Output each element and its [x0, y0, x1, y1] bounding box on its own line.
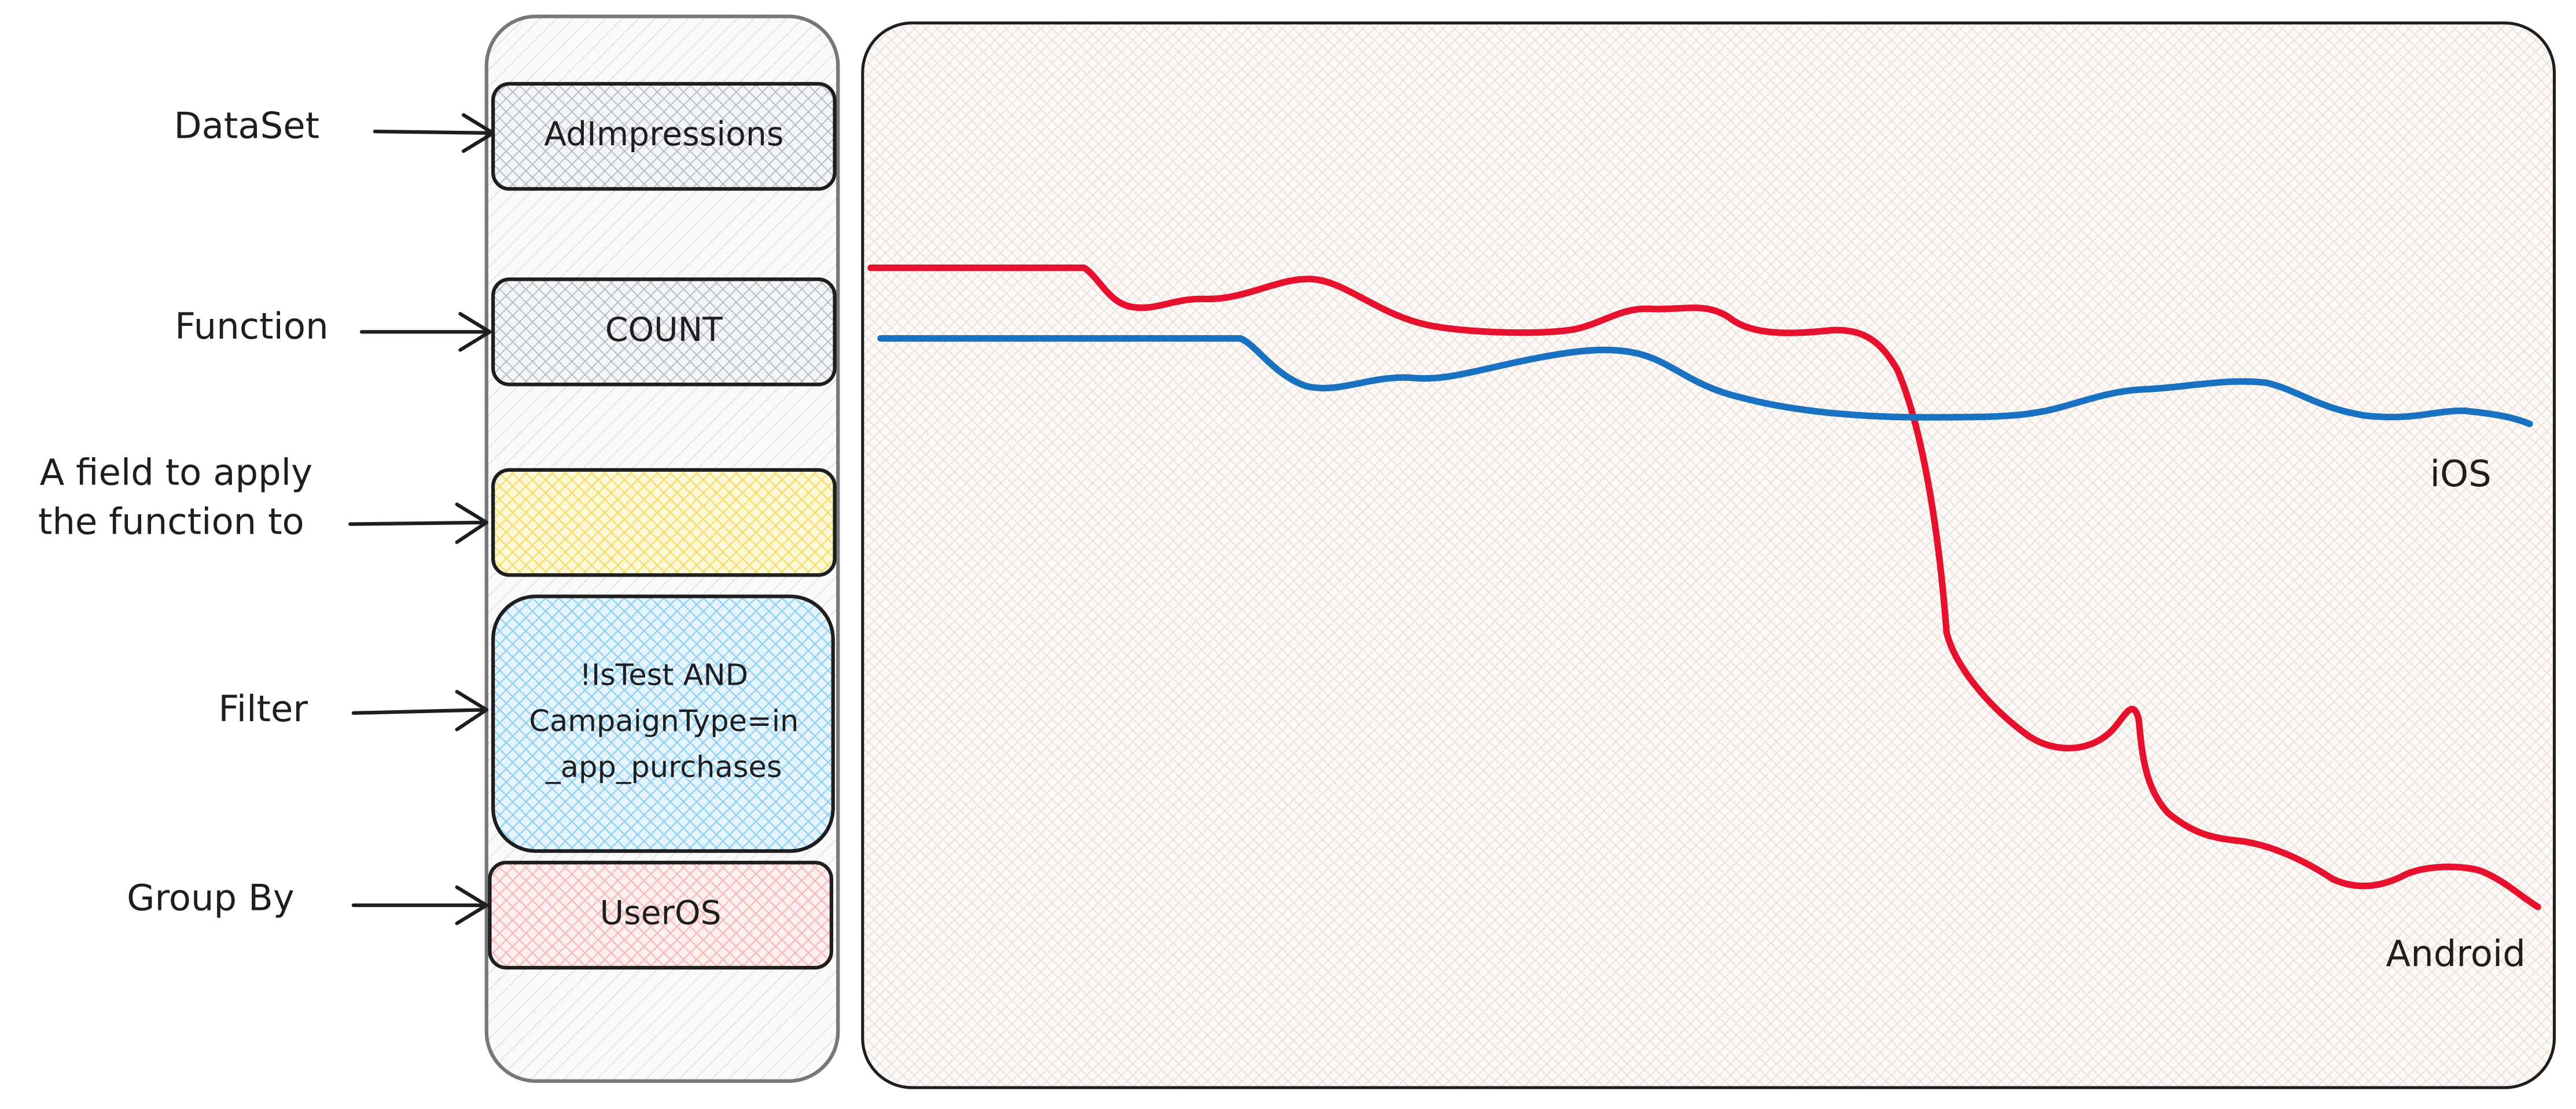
field-label: DataSet	[174, 104, 320, 146]
dataset-box	[491, 82, 837, 191]
field-label: the function to	[38, 501, 304, 543]
box-text: CampaignType=in	[529, 704, 798, 739]
field-label: A field to apply	[40, 451, 312, 493]
android-line	[867, 265, 2541, 910]
box-text: AdImpressions	[544, 115, 783, 153]
group-by-box	[488, 861, 834, 970]
arrows	[348, 113, 495, 926]
ios-line	[877, 335, 2533, 428]
field-box	[491, 468, 837, 577]
box-text: COUNT	[605, 311, 723, 349]
field-label: Function	[175, 305, 329, 347]
box-text: !IsTest AND	[580, 658, 748, 692]
chart-panel	[861, 21, 2556, 1089]
field-label: Filter	[218, 688, 308, 730]
series-label: Android	[2386, 932, 2525, 975]
box-text: _app_purchases	[545, 750, 782, 784]
function-box	[491, 277, 837, 387]
filter-box	[491, 594, 835, 853]
series-label: iOS	[2430, 453, 2492, 495]
box-text: UserOS	[600, 894, 722, 932]
field-label: Group By	[127, 877, 295, 919]
